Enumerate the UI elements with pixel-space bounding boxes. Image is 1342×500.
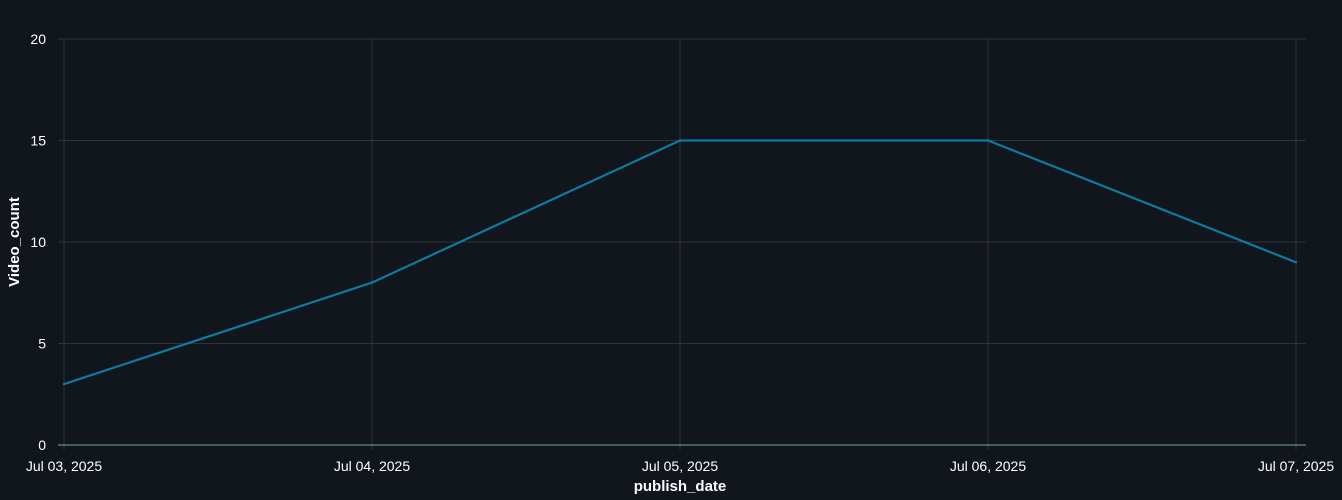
- y-tick-label: 0: [38, 437, 46, 453]
- axes: 0 5 10 15 20 Jul 03, 2025 Jul 04, 2025 Jul 05, …: [26, 31, 1334, 474]
- x-tick-label: Jul 07, 2025: [1258, 458, 1334, 474]
- y-tick-label: 15: [30, 133, 46, 149]
- data-point: [370, 281, 374, 284]
- y-tick-label: 20: [30, 31, 46, 47]
- x-tick-label: Jul 03, 2025: [26, 458, 102, 474]
- y-tick-label: 5: [38, 336, 46, 352]
- x-tick-label: Jul 04, 2025: [334, 458, 410, 474]
- x-tick-label: Jul 05, 2025: [642, 458, 718, 474]
- y-axis-title: Video_count: [6, 197, 23, 287]
- data-point: [678, 139, 682, 142]
- data-point: [62, 382, 66, 386]
- x-axis-title: publish_date: [634, 478, 727, 495]
- grid-lines: [58, 38, 1306, 450]
- series-layer: [62, 139, 1298, 386]
- y-tick-label: 10: [30, 234, 46, 250]
- x-tick-label: Jul 06, 2025: [950, 458, 1026, 474]
- data-point: [1294, 261, 1298, 264]
- data-point: [986, 139, 990, 142]
